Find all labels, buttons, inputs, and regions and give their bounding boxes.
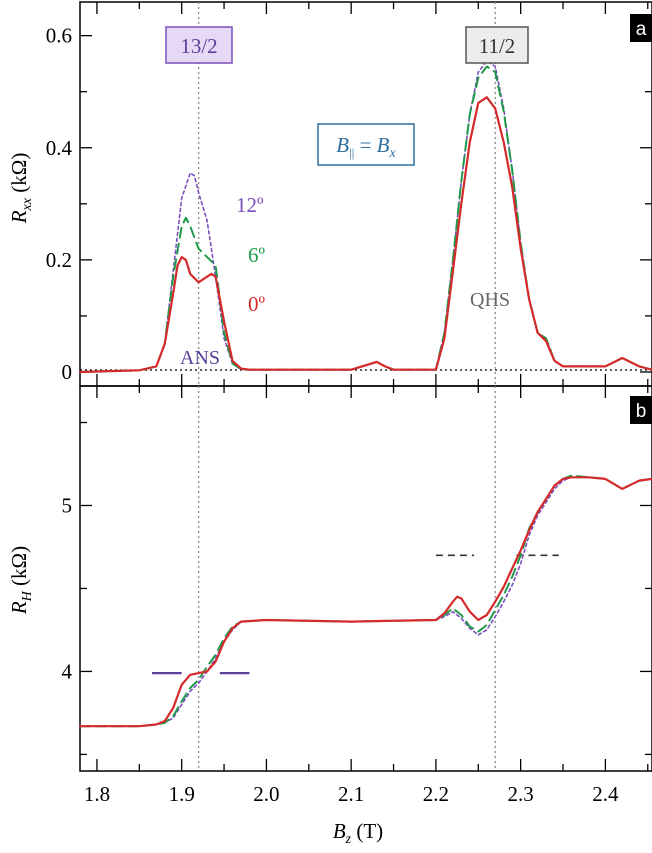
field-label-eq: = [354, 133, 376, 157]
marker-lines-b [197, 386, 496, 771]
series-line-b-0 [79, 476, 652, 728]
field-label: B|| = Bx [336, 133, 396, 161]
xlabel-sub: z [345, 832, 352, 847]
ylabel-b-unit: (kΩ) [7, 546, 31, 591]
y-tick-label: 0.4 [46, 136, 73, 160]
y-tick-label: 0.2 [46, 248, 72, 272]
x-tick-label: 1.8 [84, 782, 110, 806]
series-line-b-2 [78, 476, 652, 728]
panel-b-badge-label: b [636, 401, 647, 422]
y-ticks-a: 0 0.2 0.4 0.6 [46, 24, 652, 384]
xlabel-unit: (T) [351, 819, 383, 843]
series-line-a-2 [78, 96, 652, 374]
x-ticks-a [96, 2, 649, 386]
ylabel-a-main: R [7, 210, 31, 224]
x-tick-label: 1.9 [169, 782, 195, 806]
plateau-marks [152, 554, 559, 675]
legend-12deg: 12º [236, 193, 264, 217]
panel-a-badge: a [630, 14, 652, 42]
x-tick-label: 2.4 [592, 782, 619, 806]
y-axis-label-a: Rxx (kΩ) [7, 153, 35, 225]
marker-lines-a [197, 2, 496, 386]
panel-b-badge: b [630, 396, 652, 424]
x-tick-label: 2.1 [338, 782, 364, 806]
series-a [78, 60, 652, 374]
field-label-sub1: || [349, 145, 354, 160]
series-b [78, 474, 652, 728]
field-label-b2: B [377, 133, 390, 157]
y-tick-label: 0.6 [46, 24, 72, 48]
x-tick-label: 2.3 [508, 782, 534, 806]
ans-label: ANS [180, 347, 220, 369]
field-label-box [317, 123, 415, 166]
y-tick-label: 4 [62, 659, 73, 683]
y-tick-label: 0 [62, 360, 73, 384]
x-tick-label: 2.2 [423, 782, 449, 806]
x-ticks-b: 1.8 1.9 2.0 2.1 2.2 2.3 2.4 [84, 386, 649, 806]
fraction-left-box [165, 26, 233, 64]
panel-b-badge-bg [630, 396, 652, 424]
x-axis-label: Bz (T) [333, 819, 383, 847]
ylabel-b-sub: H [20, 590, 35, 602]
y-axis-label-b: RH (kΩ) [7, 546, 35, 615]
panel-b-frame [79, 385, 652, 772]
qhs-label: QHS [470, 289, 510, 311]
panel-a-badge-label: a [636, 19, 647, 40]
ylabel-a-unit: (kΩ) [7, 153, 31, 198]
fraction-right-box [465, 26, 529, 64]
panel-b: 45 1.8 1.9 2.0 2.1 2.2 2.3 2.4 RH (kΩ) b [7, 385, 652, 806]
legend-6deg: 6º [248, 243, 266, 267]
series-line-a-1 [79, 65, 652, 373]
panel-a: 00.20.40.6 Rxx (kΩ) 13/2 11/2 B|| = Bx 1… [7, 1, 652, 387]
y-ticks-b: 45 [62, 421, 652, 756]
field-label-b1: B [336, 133, 349, 157]
series-line-b-1 [79, 474, 652, 728]
x-tick-label: 2.0 [253, 782, 279, 806]
fraction-right-label: 11/2 [479, 34, 516, 58]
ylabel-a-sub: xx [20, 197, 35, 211]
panel-a-badge-bg [630, 14, 652, 42]
fraction-left-label: 13/2 [180, 34, 217, 58]
legend-0deg: 0º [248, 292, 266, 316]
field-label-sub2: x [389, 146, 397, 161]
y-tick-label: 5 [62, 493, 73, 517]
ylabel-b-main: R [7, 601, 31, 615]
xlabel-main: B [333, 819, 346, 843]
series-line-a-0 [79, 60, 652, 373]
